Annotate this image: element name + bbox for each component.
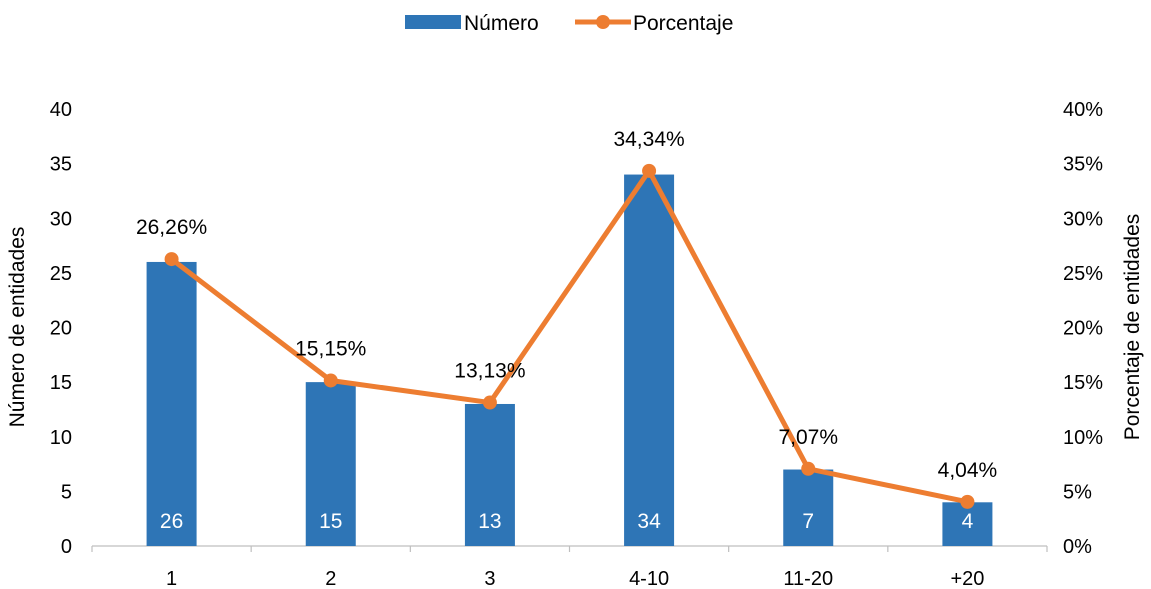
legend-swatch-numero xyxy=(405,15,461,29)
percentage-point xyxy=(642,163,657,178)
percentage-point xyxy=(164,252,179,267)
y-tick-label-left: 10 xyxy=(50,427,72,449)
y-tick-label-right: 0% xyxy=(1063,536,1092,558)
bar-value-label: 34 xyxy=(637,510,661,533)
bar-value-label: 13 xyxy=(478,510,501,533)
x-tick-label: +20 xyxy=(950,568,984,589)
x-tick-label: 11-20 xyxy=(783,568,833,589)
percentage-line xyxy=(170,168,968,505)
legend: Número Porcentaje xyxy=(405,12,733,35)
bar-2 xyxy=(305,382,356,546)
percentage-value-label: 4,04% xyxy=(938,459,998,482)
axes: 1 2 3 4-10 11-20 +20 0 5 10 15 20 25 30 35 40 0% 5% 10% 15… xyxy=(50,99,1103,589)
legend-swatch-porcentaje-marker xyxy=(596,15,610,29)
y-tick-label-left: 35 xyxy=(50,154,72,176)
percentage-value-label: 13,13% xyxy=(454,360,525,383)
y-tick-label-right: 10% xyxy=(1063,427,1103,449)
bar-+20 xyxy=(942,502,993,546)
percentage-value-label: 26,26% xyxy=(136,216,207,239)
y-axis-title-left: Número de entidades xyxy=(6,227,29,428)
bars: 26 15 13 34 7 4 xyxy=(146,174,993,547)
bar-value-label: 15 xyxy=(319,510,342,533)
x-tick-label: 2 xyxy=(325,568,336,589)
percentage-point xyxy=(801,461,816,476)
bar-4-10 xyxy=(624,174,675,547)
percentage-point xyxy=(482,395,497,410)
bar-value-label: 4 xyxy=(962,510,974,533)
y-tick-label-right: 20% xyxy=(1063,318,1103,340)
y-tick-label-right: 15% xyxy=(1063,372,1103,394)
percentage-line-series: 26,26% 15,15% 13,13% 34,34% 7,07% 4,04% xyxy=(136,128,997,509)
bar-1 xyxy=(146,261,197,546)
y-tick-label-left: 5 xyxy=(61,481,72,503)
percentage-value-label: 15,15% xyxy=(295,337,366,360)
y-tick-label-left: 40 xyxy=(50,99,72,121)
y-tick-label-left: 30 xyxy=(50,208,72,230)
percentage-value-label: 7,07% xyxy=(778,426,838,449)
y-tick-label-right: 40% xyxy=(1063,99,1103,121)
bar-11-20 xyxy=(783,469,834,546)
y-tick-label-right: 5% xyxy=(1063,481,1092,503)
y-tick-label-left: 0 xyxy=(61,536,72,558)
legend-label-porcentaje: Porcentaje xyxy=(633,12,733,35)
x-tick-label: 3 xyxy=(484,568,495,589)
y-tick-label-right: 30% xyxy=(1063,208,1103,230)
bar-3 xyxy=(464,403,515,546)
y-tick-label-right: 35% xyxy=(1063,154,1103,176)
percentage-point xyxy=(960,494,975,509)
bar-value-label: 7 xyxy=(802,510,814,533)
legend-label-numero: Número xyxy=(464,12,539,35)
y-tick-label-right: 25% xyxy=(1063,263,1103,285)
percentage-point xyxy=(323,373,338,388)
x-tick-label: 1 xyxy=(166,568,177,589)
x-tick-label: 4-10 xyxy=(629,568,669,589)
percentage-value-label: 34,34% xyxy=(613,128,684,151)
y-tick-label-left: 25 xyxy=(50,263,72,285)
bar-value-label: 26 xyxy=(160,510,183,533)
y-tick-label-left: 15 xyxy=(50,372,72,394)
y-tick-label-left: 20 xyxy=(50,318,72,340)
y-axis-title-right: Porcentaje de entidades xyxy=(1121,214,1144,441)
